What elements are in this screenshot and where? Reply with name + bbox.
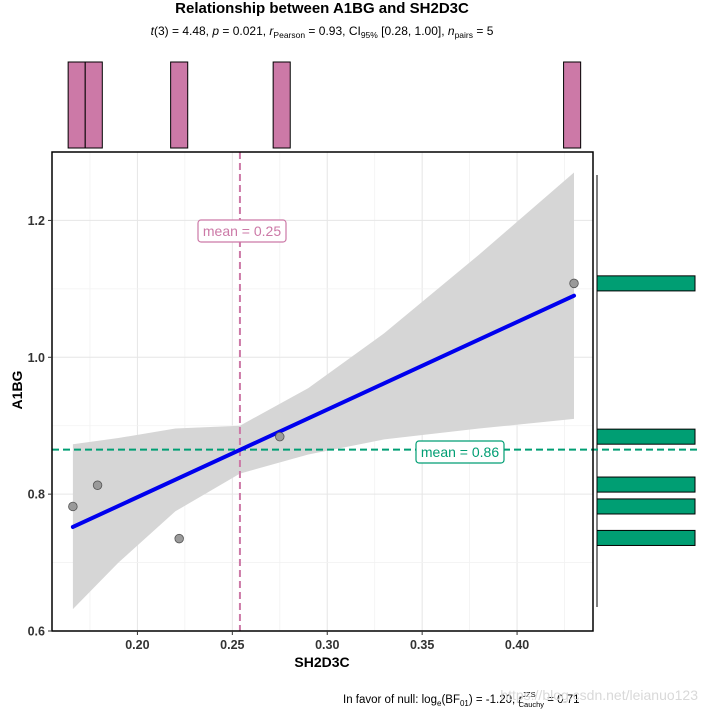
data-point xyxy=(174,533,184,544)
x-marginal-histogram xyxy=(67,61,582,149)
bayes-factor-caption: In favor of null: loge(BF01) = -1.20, rJ… xyxy=(343,690,580,709)
caption-bf-value: ) = -1.20, xyxy=(469,694,519,706)
caption-bf-label: (BF xyxy=(441,694,460,706)
watermark-text: https://blog.csdn.net/leianuo123 xyxy=(500,687,698,703)
subtitle-n-label: n xyxy=(448,24,455,38)
confidence-band xyxy=(72,172,575,610)
subtitle-r-label: r xyxy=(269,24,274,38)
x-mean-label: mean = 0.25 xyxy=(197,219,287,243)
subtitle-r-sub: Pearson xyxy=(273,30,305,40)
y-hist-bar xyxy=(596,476,696,493)
y-axis-ticks: 0.6 0.8 1.0 1.2 xyxy=(28,214,52,639)
x-tick-label: 0.35 xyxy=(410,638,434,652)
x-tick-label: 0.30 xyxy=(315,638,339,652)
data-point xyxy=(569,278,579,289)
x-hist-bar xyxy=(170,61,189,149)
x-hist-bar xyxy=(563,61,582,149)
y-mean-label-text: mean = 0.86 xyxy=(421,444,499,460)
y-axis-title: A1BG xyxy=(9,370,25,409)
y-hist-bar xyxy=(596,498,696,515)
caption-r-label: r xyxy=(518,694,523,706)
data-point xyxy=(68,501,78,512)
x-hist-bar xyxy=(67,61,86,149)
subtitle-t-value: 4.48 xyxy=(182,24,206,38)
data-point xyxy=(275,431,285,442)
y-tick-label: 1.0 xyxy=(28,351,45,365)
x-hist-bar xyxy=(84,61,103,149)
subtitle-r-value: 0.93 xyxy=(319,24,343,38)
data-points xyxy=(68,278,579,544)
caption-bf-sub: 01 xyxy=(460,699,469,708)
subtitle-n-value: 5 xyxy=(487,24,494,38)
y-hist-bar xyxy=(596,275,696,292)
regression-line xyxy=(70,293,577,529)
caption-r-sup: JZS xyxy=(522,690,535,699)
y-hist-bar xyxy=(596,428,696,445)
caption-r-sub: Cauchy xyxy=(519,700,545,709)
subtitle-ci-sub: 95% xyxy=(361,30,378,40)
data-point xyxy=(92,480,103,490)
x-tick-label: 0.40 xyxy=(505,638,529,652)
caption-log-sub: e xyxy=(437,699,442,708)
subtitle-n-sub: pairs xyxy=(455,30,473,40)
x-tick-label: 0.25 xyxy=(220,638,244,652)
subtitle-df: 3 xyxy=(158,24,165,38)
x-mean-label-text: mean = 0.25 xyxy=(203,223,281,239)
caption-prefix: In favor of null: log xyxy=(343,694,437,706)
subtitle-t-label: t xyxy=(151,24,155,38)
subtitle-ci-value: [0.28, 1.00] xyxy=(381,24,441,38)
y-marginal-histogram xyxy=(596,275,696,546)
caption-r-value: = 0.71 xyxy=(544,694,580,706)
y-mean-label: mean = 0.86 xyxy=(415,440,505,464)
x-hist-bar xyxy=(272,61,291,149)
x-axis-title: SH2D3C xyxy=(294,654,349,670)
x-tick-label: 0.20 xyxy=(125,638,149,652)
chart-title: Relationship between A1BG and SH2D3C xyxy=(175,0,469,17)
subtitle-p-value: 0.021 xyxy=(233,24,263,38)
subtitle-ci-label: CI xyxy=(349,24,361,38)
y-tick-label: 0.6 xyxy=(28,625,45,639)
y-tick-label: 1.2 xyxy=(28,214,45,228)
y-tick-label: 0.8 xyxy=(28,488,45,502)
chart-subtitle: t(3) = 4.48, p = 0.021, rPearson = 0.93,… xyxy=(151,24,494,40)
y-hist-bar xyxy=(596,529,696,546)
x-axis-ticks: 0.20 0.25 0.30 0.35 0.40 xyxy=(125,631,529,652)
subtitle-p-label: p xyxy=(211,24,219,38)
plot-panel-border xyxy=(51,151,594,632)
